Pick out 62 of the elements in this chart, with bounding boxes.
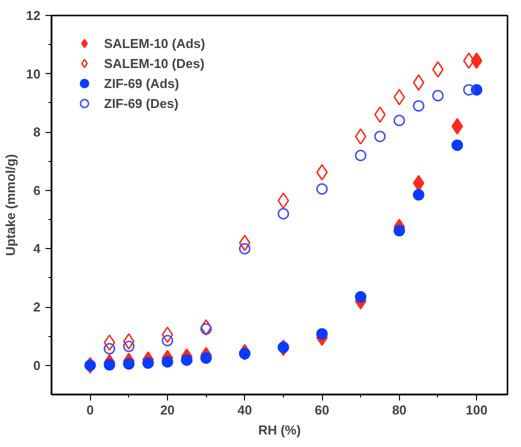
- point: [162, 334, 174, 346]
- point: [412, 74, 424, 91]
- point: [470, 52, 482, 69]
- point: [463, 84, 475, 96]
- y-tick-label: 4: [33, 241, 42, 256]
- point: [123, 358, 135, 370]
- x-axis-title: RH (%): [258, 422, 301, 438]
- point: [463, 52, 475, 69]
- point: [354, 291, 366, 303]
- point: [354, 128, 366, 145]
- point: [200, 352, 212, 364]
- y-tick-label: 6: [33, 182, 41, 198]
- y-tick-label: 12: [26, 8, 41, 23]
- y-tick-label: 10: [26, 66, 41, 82]
- point: [84, 360, 96, 372]
- x-tick-label: 60: [314, 402, 330, 418]
- point: [316, 183, 328, 195]
- point: [238, 242, 250, 254]
- point: [278, 342, 290, 354]
- x-tick-label: 20: [160, 402, 175, 418]
- point: [316, 328, 328, 340]
- point: [104, 334, 116, 351]
- point: [104, 342, 116, 354]
- point: [123, 340, 135, 352]
- y-tick-label: 8: [33, 124, 41, 140]
- point: [316, 164, 328, 181]
- point: [181, 354, 193, 366]
- point: [238, 234, 250, 252]
- point: [394, 224, 406, 236]
- point: [278, 208, 290, 220]
- y-tick-label: 2: [33, 300, 41, 315]
- point: [412, 174, 424, 192]
- point: [200, 323, 212, 335]
- y-tick-label: 0: [33, 358, 41, 373]
- point: [354, 150, 366, 162]
- point: [200, 319, 212, 336]
- point: [452, 139, 464, 151]
- point: [432, 90, 444, 102]
- point: [104, 359, 116, 371]
- x-tick-label: 100: [466, 402, 488, 418]
- point: [374, 106, 386, 123]
- point: [452, 118, 464, 135]
- legend-label: SALEM-10 (Ads): [104, 35, 206, 51]
- point: [278, 192, 290, 209]
- point: [162, 356, 174, 368]
- point: [394, 114, 406, 126]
- point: [142, 357, 154, 369]
- point: [432, 61, 444, 78]
- x-tick-label: 80: [392, 402, 407, 418]
- legend-label: ZIF-69 (Des): [104, 95, 178, 111]
- legend-label: ZIF-69 (Ads): [104, 75, 180, 91]
- point: [123, 333, 135, 350]
- point: [238, 348, 250, 360]
- point: [412, 189, 424, 201]
- x-tick-label: 40: [237, 402, 252, 418]
- point: [394, 88, 406, 106]
- point: [412, 100, 424, 112]
- point: [374, 130, 386, 142]
- y-axis-title: Uptake (mmol/g): [3, 154, 18, 256]
- legend-label: SALEM-10 (Des): [104, 55, 204, 71]
- x-tick-label: 0: [86, 402, 94, 418]
- point: [162, 326, 174, 343]
